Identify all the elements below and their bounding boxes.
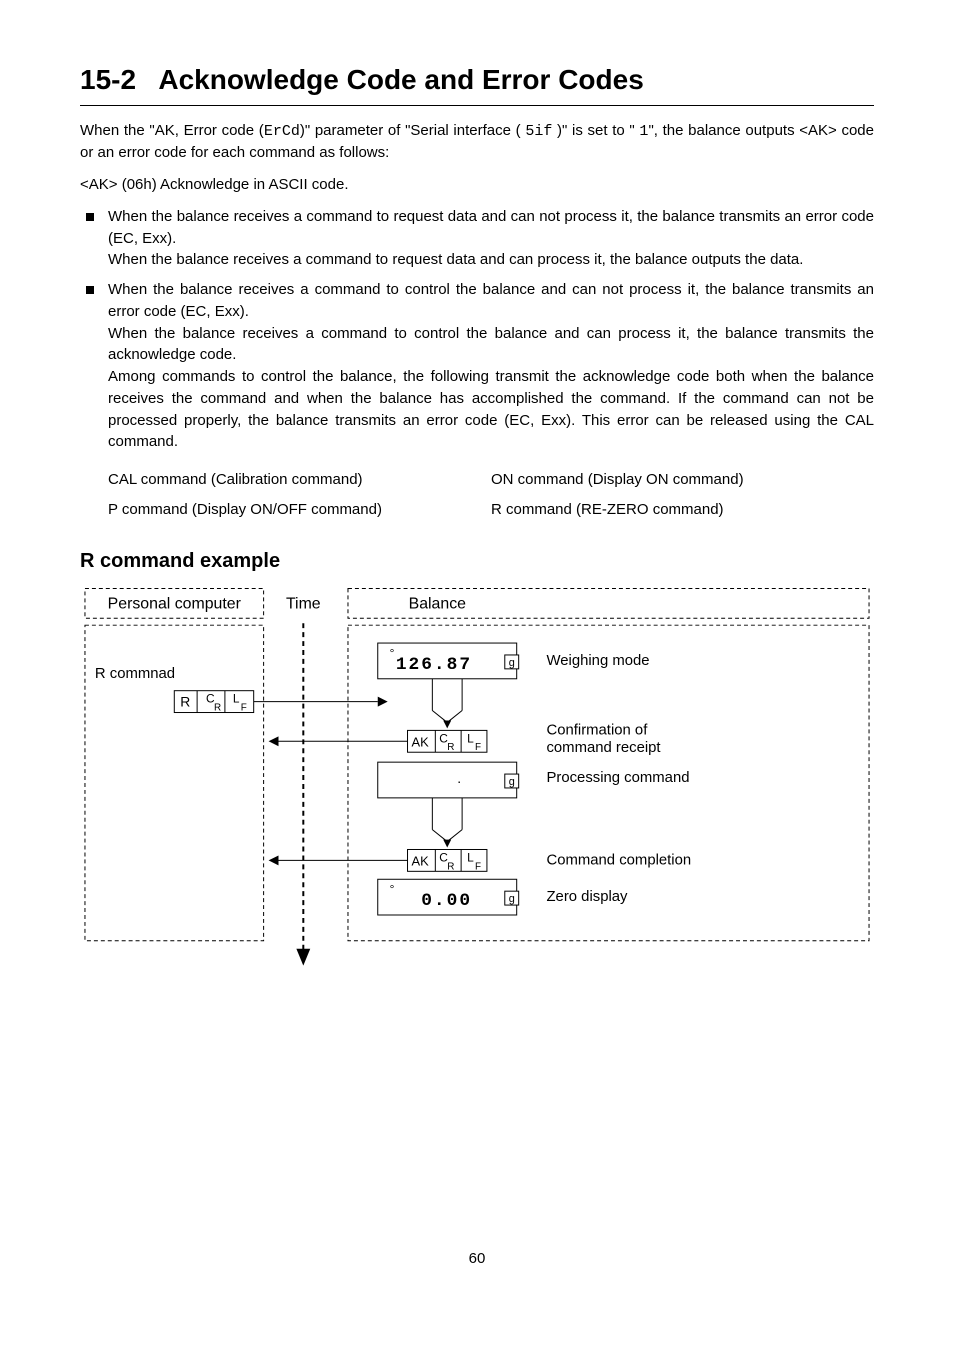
lcd-value: 0.00	[421, 891, 472, 911]
unit-g: g	[509, 656, 515, 668]
arrow-head-left	[269, 736, 279, 746]
svg-text:R: R	[447, 742, 454, 753]
arrow-head-right	[378, 696, 388, 706]
ercd-code: ErCd	[264, 123, 300, 140]
packet-lf: L	[233, 691, 240, 705]
example-heading: R command example	[80, 547, 874, 576]
bullet-follow: When the balance receives a command to c…	[108, 325, 874, 364]
section-number: 15-2	[80, 64, 136, 95]
bullet-follow: When the balance receives a command to r…	[108, 251, 803, 268]
flow-arrow	[443, 720, 451, 728]
label-zero: Zero display	[546, 889, 628, 905]
intro-paragraph-1: When the "AK, Error code (ErCd)" paramet…	[80, 120, 874, 165]
r-packet-box: R C R L F	[174, 690, 253, 713]
pc-label: Personal computer	[108, 595, 242, 612]
heading-rule	[80, 105, 874, 106]
bullet-extra: Among commands to control the balance, t…	[108, 368, 874, 450]
section-heading: 15-2 Acknowledge Code and Error Codes	[80, 60, 874, 101]
svg-text:L: L	[467, 731, 474, 745]
sequence-diagram: Personal computer Time Balance R commnad…	[80, 582, 874, 982]
command-left: CAL command (Calibration command)	[108, 469, 491, 491]
stable-indicator: °	[390, 882, 395, 896]
ak-packet-2: AK C R L F	[408, 849, 487, 872]
page-number: 60	[80, 1248, 874, 1270]
intro-text: )" parameter of "Serial interface (	[300, 122, 525, 139]
command-left: P command (Display ON/OFF command)	[108, 499, 491, 521]
lcd-processing: · g	[378, 762, 519, 798]
svg-text:R: R	[447, 861, 454, 872]
command-right: R command (RE-ZERO command)	[491, 499, 874, 521]
bullet-list: When the balance receives a command to r…	[80, 206, 874, 453]
time-arrow-head	[296, 948, 310, 965]
svg-text:L: L	[467, 850, 474, 864]
ak-packet-1: AK C R L F	[408, 730, 487, 753]
command-row: CAL command (Calibration command) ON com…	[108, 469, 874, 491]
lcd-zero: ° 0.00 g	[378, 879, 519, 915]
label-confirm1: Confirmation of	[546, 722, 648, 738]
arrow-head-left	[269, 855, 279, 865]
bullet-lead: When the balance receives a command to r…	[108, 208, 874, 247]
ak-definition: <AK> (06h) Acknowledge in ASCII code.	[80, 174, 874, 196]
label-processing: Processing command	[546, 770, 689, 786]
packet-lf-sub: F	[241, 702, 247, 713]
svg-text:F: F	[475, 861, 481, 872]
ak-text: AK	[411, 853, 429, 868]
ak-text: AK	[411, 734, 429, 749]
bullet-item: When the balance receives a command to r…	[80, 206, 874, 271]
lcd-weighing: ° 126.87 g	[378, 643, 519, 679]
command-row: P command (Display ON/OFF command) R com…	[108, 499, 874, 521]
svg-text:F: F	[475, 742, 481, 753]
unit-g: g	[509, 893, 515, 905]
balance-label: Balance	[409, 595, 467, 612]
time-label: Time	[286, 595, 321, 612]
unit-g: g	[509, 776, 515, 788]
label-completion: Command completion	[546, 852, 691, 868]
bullet-item: When the balance receives a command to c…	[80, 279, 874, 453]
flow-arrow	[443, 839, 451, 847]
packet-r-char: R	[180, 693, 190, 709]
sif-code: 5if	[525, 123, 552, 140]
label-confirm2: command receipt	[546, 740, 661, 756]
stable-indicator: °	[390, 646, 395, 660]
label-weighing: Weighing mode	[546, 652, 649, 668]
lcd-value: 126.87	[396, 654, 472, 674]
r-command-label: R commnad	[95, 665, 175, 681]
section-title-text: Acknowledge Code and Error Codes	[158, 64, 643, 95]
command-right: ON command (Display ON command)	[491, 469, 874, 491]
bullet-lead: When the balance receives a command to c…	[108, 281, 874, 320]
intro-text: When the "AK, Error code (	[80, 122, 264, 139]
lcd-dot: ·	[457, 773, 462, 789]
intro-text: )" is set to "	[552, 122, 639, 139]
packet-cr-sub: R	[214, 702, 221, 713]
